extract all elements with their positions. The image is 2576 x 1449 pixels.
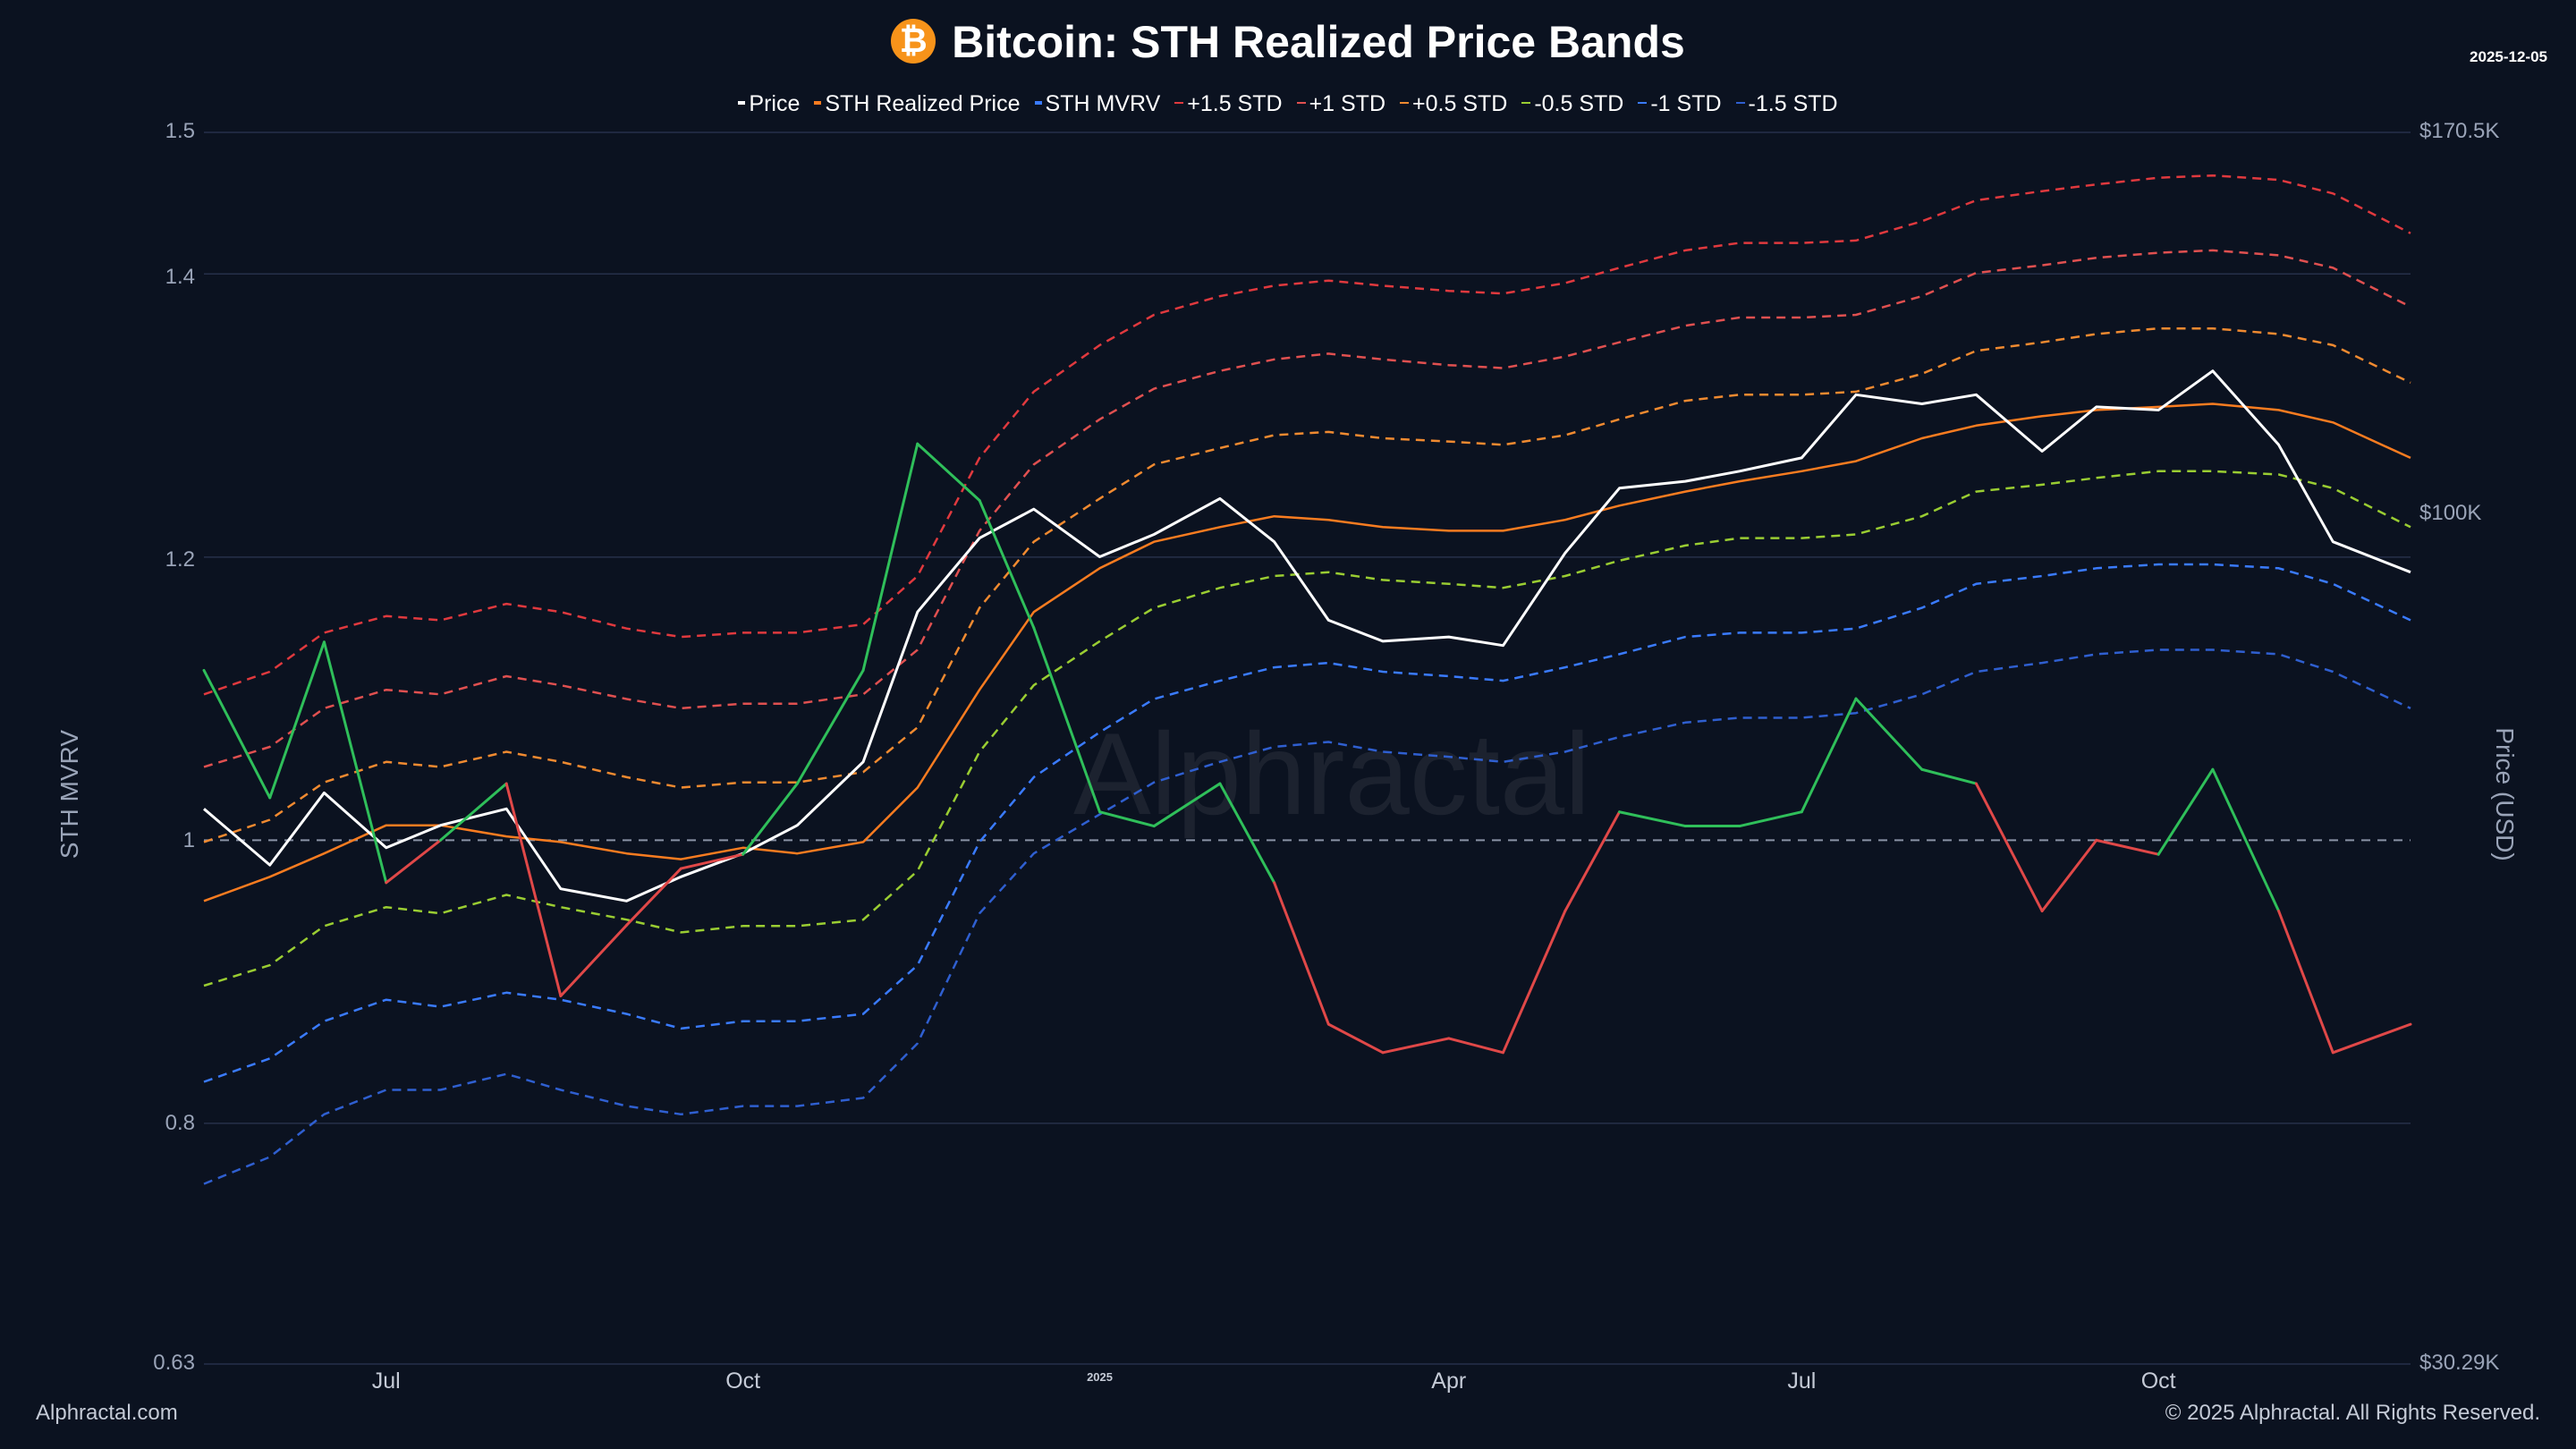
x-tick-label: Oct bbox=[2141, 1368, 2176, 1394]
series-sth-mvrv-segment bbox=[1920, 767, 1978, 785]
series-sth-mvrv-segment bbox=[1974, 782, 2044, 913]
x-tick-label: Apr bbox=[1431, 1368, 1466, 1394]
legend-label: +1 STD bbox=[1309, 91, 1386, 116]
x-tick-label: Oct bbox=[725, 1368, 760, 1394]
left-tick-label: 1.5 bbox=[165, 119, 195, 143]
series-sth-mvrv-segment bbox=[1447, 1037, 1504, 1055]
series-sth-mvrv-segment bbox=[1618, 810, 1687, 828]
legend-item[interactable]: -0.5 STD bbox=[1521, 91, 1623, 117]
legend-item[interactable]: +1 STD bbox=[1296, 91, 1386, 117]
legend-label: STH Realized Price bbox=[825, 91, 1021, 116]
series-sth-mvrv-segment bbox=[741, 782, 799, 856]
series-sth-mvrv-segment bbox=[385, 838, 442, 885]
legend-swatch bbox=[1174, 102, 1184, 105]
legend-swatch bbox=[1296, 102, 1306, 105]
series-sth-mvrv-segment bbox=[2211, 767, 2281, 913]
series-sth-mvrv-segment bbox=[1854, 697, 1924, 771]
series-sth-mvrv-segment bbox=[322, 640, 388, 885]
x-tick-label: 2025 bbox=[1087, 1370, 1113, 1384]
legend-swatch bbox=[1400, 102, 1410, 105]
legend-swatch bbox=[814, 101, 822, 106]
series-sth-mvrv-segment bbox=[2157, 767, 2215, 856]
series-sth-mvrv-segment bbox=[978, 499, 1036, 630]
series-sth-mvrv-segment bbox=[1152, 782, 1222, 828]
legend-label: -1 STD bbox=[1650, 91, 1722, 116]
series-sth-mvrv-segment bbox=[2040, 838, 2098, 913]
chart-title-text: Bitcoin: STH Realized Price Bands bbox=[952, 17, 1685, 67]
legend-item[interactable]: -1 STD bbox=[1638, 91, 1722, 117]
series-sth-mvrv-segment bbox=[1326, 1022, 1385, 1055]
series-sth-mvrv-segment bbox=[861, 442, 919, 672]
series-sth-mvrv-segment bbox=[1800, 697, 1858, 814]
series-sth-mvrv-segment bbox=[1563, 810, 1622, 913]
legend-label: Price bbox=[749, 91, 801, 116]
legend-label: -1.5 STD bbox=[1748, 91, 1838, 116]
series--1-std bbox=[203, 249, 2411, 768]
series-sth-mvrv-segment bbox=[2277, 910, 2334, 1055]
series-sth-mvrv-segment bbox=[1098, 810, 1156, 828]
legend: Price STH Realized Price STH MVRV +1.5 STD +… bbox=[0, 91, 2576, 117]
left-tick-label: 1.2 bbox=[165, 547, 195, 572]
series-sth-mvrv-segment bbox=[1381, 1037, 1451, 1055]
legend-swatch bbox=[1638, 102, 1648, 105]
left-tick-label: 1.4 bbox=[165, 265, 195, 289]
legend-item[interactable]: +0.5 STD bbox=[1400, 91, 1507, 117]
series-sth-mvrv-segment bbox=[679, 852, 745, 870]
x-tick-label: Jul bbox=[372, 1368, 401, 1394]
left-tick-label: 0.8 bbox=[165, 1111, 195, 1135]
series-sth-mvrv-segment bbox=[1501, 910, 1567, 1055]
legend-label: -0.5 STD bbox=[1534, 91, 1624, 116]
chart-date: 2025-12-05 bbox=[2470, 48, 2547, 65]
series-sth-mvrv-segment bbox=[1218, 782, 1276, 885]
series-sth-mvrv-segment bbox=[504, 782, 563, 997]
watermark: Alphractal bbox=[1073, 708, 1590, 839]
left-tick-label: 0.63 bbox=[153, 1351, 195, 1375]
series-sth-mvrv-segment bbox=[625, 867, 682, 927]
series-sth-mvrv-segment bbox=[268, 640, 326, 800]
legend-item[interactable]: STH MVRV bbox=[1034, 91, 1161, 117]
right-tick-label: $30.29K bbox=[2419, 1351, 2500, 1375]
footer-copyright: © 2025 Alphractal. All Rights Reserved. bbox=[2165, 1401, 2540, 1425]
bitcoin-icon: ₿ bbox=[891, 18, 936, 64]
legend-label: +1.5 STD bbox=[1187, 91, 1283, 116]
series-sth-realized-price bbox=[203, 402, 2411, 902]
series-sth-mvrv-segment bbox=[2331, 1022, 2412, 1055]
x-tick-label: Jul bbox=[1787, 1368, 1816, 1394]
legend-swatch bbox=[1034, 101, 1042, 106]
right-tick-label: $170.5K bbox=[2419, 119, 2500, 143]
right-tick-label: $100K bbox=[2419, 501, 2482, 525]
series-sth-mvrv-segment bbox=[2095, 838, 2160, 856]
series-sth-mvrv-segment bbox=[1032, 626, 1102, 814]
legend-swatch bbox=[1735, 102, 1745, 105]
left-tick-label: 1 bbox=[182, 828, 195, 852]
series--1-5-std bbox=[203, 648, 2411, 1185]
legend-item[interactable]: -1.5 STD bbox=[1735, 91, 1838, 117]
legend-swatch bbox=[738, 101, 746, 106]
chart-title: ₿ Bitcoin: STH Realized Price Bands bbox=[0, 16, 2576, 68]
series-sth-mvrv-segment bbox=[1738, 810, 1803, 828]
legend-swatch bbox=[1521, 102, 1531, 105]
legend-item[interactable]: STH Realized Price bbox=[814, 91, 1021, 117]
series--1-5-std bbox=[203, 174, 2411, 696]
series-price bbox=[203, 369, 2411, 902]
legend-item[interactable]: +1.5 STD bbox=[1174, 91, 1283, 117]
series-sth-mvrv-segment bbox=[1273, 881, 1330, 1026]
legend-item[interactable]: Price bbox=[738, 91, 800, 117]
series-sth-mvrv-segment bbox=[202, 668, 272, 800]
series-sth-mvrv-segment bbox=[438, 782, 508, 842]
legend-label: +0.5 STD bbox=[1412, 91, 1508, 116]
series-sth-mvrv-segment bbox=[916, 442, 981, 503]
footer-source: Alphractal.com bbox=[36, 1401, 178, 1425]
series--0-5-std bbox=[203, 326, 2411, 843]
series-sth-mvrv-segment bbox=[559, 923, 629, 997]
series-sth-mvrv-segment bbox=[795, 668, 865, 785]
legend-label: STH MVRV bbox=[1045, 91, 1161, 116]
